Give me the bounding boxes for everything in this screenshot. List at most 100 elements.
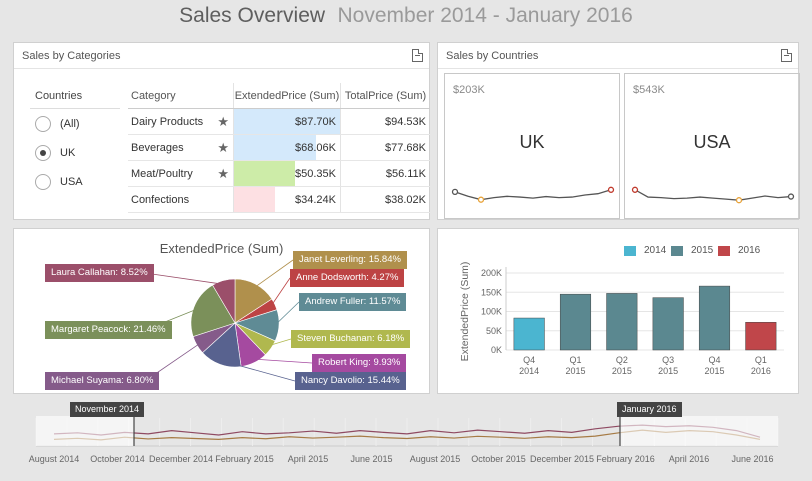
radio-icon[interactable]: [35, 144, 51, 161]
x-tick-year: 2015: [658, 366, 678, 376]
legend-item-2015[interactable]: 2015: [671, 245, 713, 256]
table-row[interactable]: Beverages ★ $68.06K $77.68K: [128, 135, 430, 161]
total-price-value: $56.11K: [340, 161, 430, 186]
pie-slice-margaret-peacock[interactable]: [190, 284, 236, 337]
star-icon: ★: [217, 166, 229, 181]
country-option-label: USA: [60, 175, 83, 188]
x-tick-year: 2015: [612, 366, 632, 376]
export-icon[interactable]: [412, 49, 423, 62]
x-tick-quarter: Q4: [708, 355, 720, 365]
x-tick-quarter: Q4: [523, 355, 535, 365]
range-axis-label: August 2014: [29, 454, 80, 464]
data-bar: [234, 109, 340, 134]
dashboard-title-range: November 2014 - January 2016: [337, 4, 633, 27]
range-filter[interactable]: August 2014 October 2014 December 2014 Febr…: [8, 400, 804, 474]
table-row[interactable]: Meat/Poultry ★ $50.35K $56.11K: [128, 161, 430, 187]
total-price-value: $77.68K: [340, 135, 430, 160]
pie-leader-line: [221, 360, 296, 382]
radio-icon[interactable]: [35, 173, 51, 190]
range-axis-label: April 2015: [288, 454, 329, 464]
bar-Q1-2015[interactable]: [559, 293, 592, 351]
pie-title: ExtendedPrice (Sum): [159, 241, 284, 256]
extended-price-value: $50.35K: [295, 167, 336, 180]
country-option-label: (All): [60, 117, 80, 130]
extended-price-cell: $34.24K: [233, 187, 340, 212]
y-tick-label: 0K: [491, 345, 502, 355]
bar-chart-panel: 2014 2015 2016 0K 50K 100K 150K 200K ExtendedPr…: [437, 228, 799, 394]
country-option-0[interactable]: (All): [30, 109, 120, 138]
pie-data-label: Janet Leverling: 15.84%: [293, 251, 407, 269]
category-name: Beverages: [131, 141, 184, 154]
pie-data-label: Steven Buchanan: 6.18%: [291, 330, 411, 348]
y-tick-label: 100K: [481, 307, 502, 317]
category-name: Confections: [131, 193, 190, 206]
bar-Q3-2015[interactable]: [652, 297, 684, 351]
country-card-usa[interactable]: $543K USA: [624, 73, 800, 219]
legend-label: 2016: [738, 245, 761, 256]
data-bar: [234, 187, 276, 212]
table-row[interactable]: Dairy Products ★ $87.70K $94.53K: [128, 109, 430, 135]
sparkline: [451, 186, 615, 203]
pie-data-label: Laura Callahan: 8.52%: [45, 264, 154, 282]
card-value: $203K: [453, 84, 485, 96]
column-header-category[interactable]: Category: [131, 89, 176, 102]
column-header-total[interactable]: TotalPrice (Sum): [340, 83, 430, 108]
range-axis-label: February 2016: [596, 454, 655, 464]
extended-price-cell: $50.35K: [233, 161, 340, 186]
legend-item-2016[interactable]: 2016: [718, 245, 760, 256]
x-tick-quarter: Q3: [662, 355, 674, 365]
extended-price-cell: $68.06K: [233, 135, 340, 160]
pie-slice-laura-callahan[interactable]: [212, 278, 236, 325]
category-name: Dairy Products: [131, 115, 204, 128]
country-card-uk[interactable]: $203K UK: [444, 73, 620, 219]
export-icon[interactable]: [781, 49, 792, 62]
panel-title: Sales by Categories: [22, 50, 121, 62]
pie-chart: [144, 259, 313, 382]
panel-header: Sales by Countries: [438, 43, 798, 69]
sales-by-countries-panel: Sales by Countries $203K UK $543K USA: [437, 42, 800, 220]
range-end-label: January 2016: [617, 402, 682, 417]
range-axis-label: October 2014: [90, 454, 145, 464]
x-tick-year: 2014: [519, 366, 539, 376]
legend-swatch: [624, 245, 636, 256]
pie-data-label: Anne Dodsworth: 4.27%: [290, 269, 405, 287]
y-tick-label: 200K: [481, 268, 502, 278]
sparkline-min-point: [477, 196, 485, 203]
legend-item-2014[interactable]: 2014: [624, 245, 666, 256]
pie-leader-line: [252, 358, 313, 364]
range-axis-label: June 2016: [731, 454, 773, 464]
range-start-label: November 2014: [70, 402, 145, 417]
sparkline-max-point: [631, 186, 639, 193]
column-header-extended[interactable]: ExtendedPrice (Sum): [233, 83, 340, 108]
country-option-2[interactable]: USA: [30, 167, 120, 196]
sparkline-line: [634, 189, 792, 201]
pie-leader-line: [267, 338, 292, 347]
y-tick-label: 150K: [481, 287, 502, 297]
sparkline-min-point: [735, 197, 743, 204]
card-country-name: UK: [519, 132, 545, 152]
table-row[interactable]: Confections $34.24K $38.02K: [128, 187, 430, 213]
legend-label: 2015: [691, 245, 714, 256]
table-header: Category ExtendedPrice (Sum) TotalPrice …: [128, 83, 430, 109]
pie-data-label: Michael Suyama: 6.80%: [45, 372, 160, 390]
pie-chart-panel: ExtendedPrice (Sum) Janet Leverling: 15.…: [13, 228, 430, 394]
category-cell: Confections: [128, 187, 233, 212]
data-bar: [234, 161, 295, 186]
country-option-1[interactable]: UK: [30, 138, 120, 167]
bar-Q1-2016[interactable]: [745, 322, 777, 351]
bar-Q4-2014[interactable]: [513, 317, 545, 351]
radio-icon[interactable]: [35, 115, 51, 132]
x-tick-quarter: Q2: [616, 355, 628, 365]
legend-swatch: [718, 245, 730, 256]
country-option-label: UK: [60, 146, 76, 159]
range-axis-label: December 2014: [149, 454, 213, 464]
bar-Q2-2015[interactable]: [606, 293, 638, 351]
y-tick-label: 50K: [486, 326, 502, 336]
category-cell: Beverages ★: [128, 135, 233, 160]
range-filter-chart[interactable]: August 2014 October 2014 December 2014 Febr…: [8, 400, 804, 474]
sales-by-categories-panel: Sales by Categories Countries (All) UK USA…: [13, 42, 430, 220]
range-axis-label: December 2015: [530, 454, 594, 464]
countries-filter: Countries (All) UK USA: [30, 83, 120, 196]
bar-Q4-2015[interactable]: [698, 285, 731, 351]
